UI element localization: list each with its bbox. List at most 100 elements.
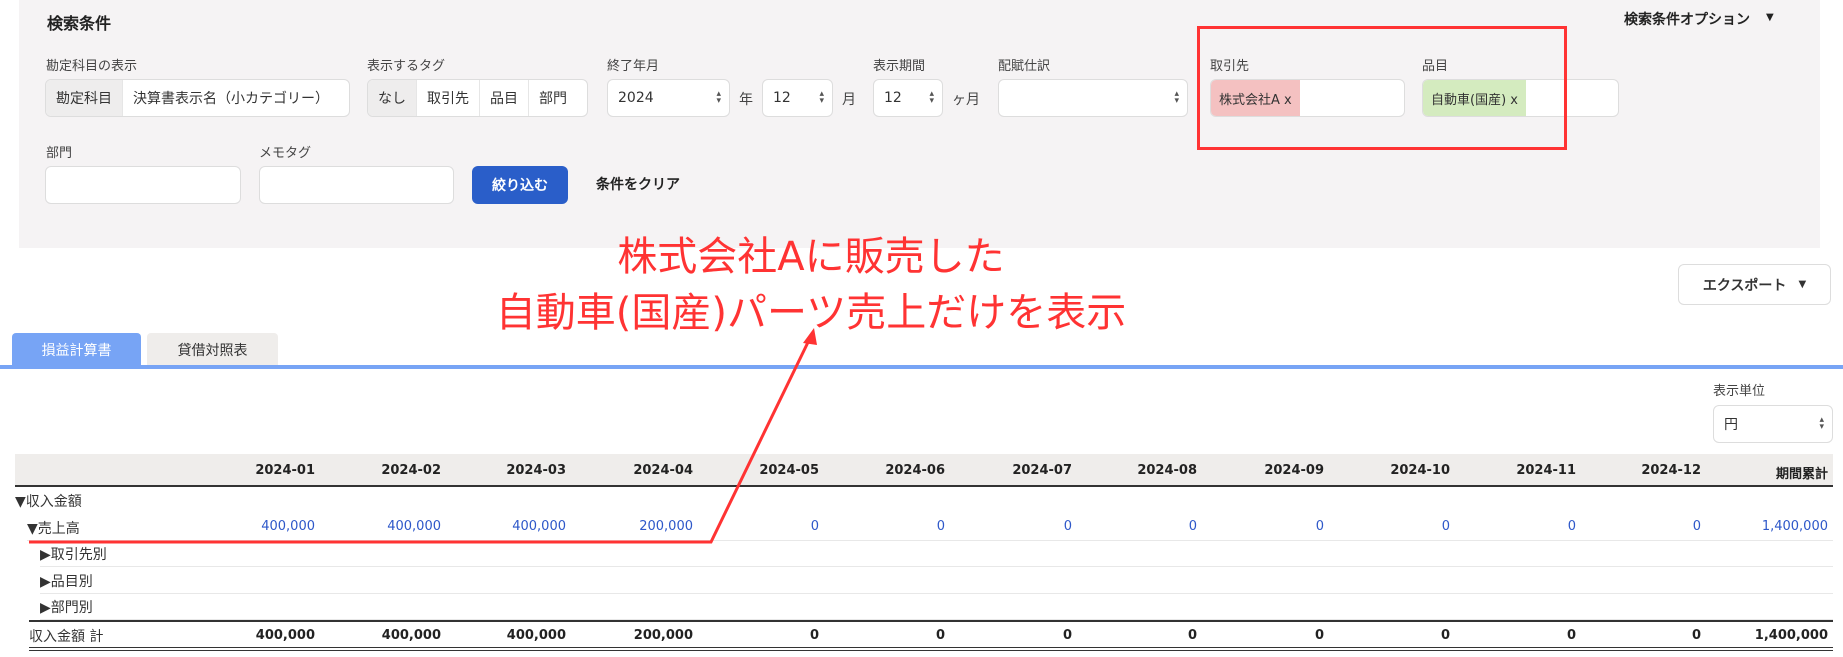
row-label[interactable]: ▼売上高 — [27, 521, 80, 537]
export-label: エクスポート — [1702, 277, 1787, 294]
clear-conditions-button[interactable]: 条件をクリア — [596, 177, 680, 193]
cell-value[interactable]: 0 — [1692, 519, 1701, 534]
table-row: ▶品目別 — [40, 567, 1833, 594]
row-label[interactable]: ▶品目別 — [40, 574, 93, 590]
column-header: 2024-06 — [885, 463, 945, 478]
item-chip[interactable]: 自動車(国産) x — [1423, 80, 1526, 116]
highlight-box — [1197, 26, 1567, 150]
apply-filter-button[interactable]: 絞り込む — [472, 166, 568, 204]
export-button[interactable]: エクスポート ▼ — [1678, 264, 1831, 305]
cell-value: 400,000 — [381, 628, 441, 643]
cell-value[interactable]: 1,400,000 — [1761, 519, 1828, 534]
table-row: ▼売上高 400,000 400,000 400,000 200,000 0 0 0 0 0 0 0 0… — [27, 514, 1833, 541]
item-input[interactable]: 自動車(国産) x — [1422, 79, 1619, 117]
row-label[interactable]: ▼収入金額 — [15, 494, 82, 510]
select-arrows-icon: ▴ ▾ — [1174, 89, 1179, 106]
cell-value[interactable]: 0 — [936, 519, 945, 534]
account-option-statement-name[interactable]: 決算書表示名（小カテゴリー） — [133, 91, 329, 107]
cell-value: 0 — [935, 628, 945, 643]
row-label[interactable]: ▶取引先別 — [40, 547, 107, 563]
cell-value[interactable]: 0 — [1567, 519, 1576, 534]
tag-option-none[interactable]: なし — [368, 80, 417, 116]
select-arrows-icon: ▴ ▾ — [929, 89, 934, 106]
department-label: 部門 — [46, 146, 73, 161]
arrow-line — [29, 333, 814, 544]
month-unit: 月 — [842, 92, 856, 108]
year-unit: 年 — [739, 92, 753, 108]
cell-value[interactable]: 0 — [810, 519, 819, 534]
cell-value[interactable]: 400,000 — [261, 519, 315, 534]
select-arrows-icon: ▴ ▾ — [819, 89, 824, 106]
account-display-toggle: 勘定科目 決算書表示名（小カテゴリー） — [45, 79, 350, 117]
allocation-select[interactable]: ▴ ▾ — [998, 79, 1188, 117]
annotation-line-2: 自動車(国産)パーツ売上だけを表示 — [495, 290, 1127, 336]
table-header: 2024-01 2024-02 2024-03 2024-04 2024-05 2024-… — [15, 454, 1833, 487]
display-unit-label: 表示単位 — [1713, 384, 1766, 399]
memo-tag-label: メモタグ — [259, 146, 312, 161]
tag-option-partner[interactable]: 取引先 — [417, 80, 480, 116]
cell-value[interactable]: 0 — [1315, 519, 1324, 534]
cell-value: 0 — [1566, 628, 1576, 643]
end-month-value: 12 — [773, 90, 791, 106]
display-unit-select[interactable]: 円 ▴ ▾ — [1713, 405, 1833, 443]
select-arrows-icon: ▴ ▾ — [716, 89, 721, 106]
search-options-toggle[interactable]: 検索条件オプション ▼ — [1624, 9, 1774, 29]
department-input[interactable] — [45, 166, 241, 204]
item-label: 品目 — [1422, 59, 1449, 74]
column-header: 2024-07 — [1012, 463, 1072, 478]
row-label[interactable]: ▶部門別 — [40, 600, 93, 616]
display-unit-value: 円 — [1724, 417, 1738, 433]
column-header: 2024-05 — [759, 463, 819, 478]
arrow-head-icon — [803, 328, 817, 345]
end-month-select[interactable]: 12 ▴ ▾ — [762, 79, 833, 117]
caret-down-icon: ▼ — [1766, 12, 1774, 23]
row-label: 収入金額 計 — [29, 629, 104, 645]
column-header: 2024-10 — [1390, 463, 1450, 478]
period-select[interactable]: 12 ▴ ▾ — [873, 79, 943, 117]
end-year-select[interactable]: 2024 ▴ ▾ — [607, 79, 730, 117]
tab-underline — [0, 365, 1843, 369]
cell-value: 0 — [809, 628, 819, 643]
tab-balance-sheet[interactable]: 貸借対照表 — [147, 333, 278, 366]
search-options-label: 検索条件オプション — [1624, 12, 1750, 28]
period-label: 表示期間 — [873, 59, 926, 74]
end-month-label: 終了年月 — [607, 59, 660, 74]
cell-value[interactable]: 200,000 — [639, 519, 693, 534]
partner-chip[interactable]: 株式会社A x — [1211, 80, 1300, 116]
table-row: ▶部門別 — [40, 593, 1833, 620]
column-header: 2024-01 — [255, 463, 315, 478]
search-title: 検索条件 — [47, 14, 112, 33]
table-row: ▶取引先別 — [40, 540, 1833, 567]
cell-value: 1,400,000 — [1754, 628, 1828, 643]
column-header: 2024-03 — [506, 463, 566, 478]
cell-value[interactable]: 400,000 — [387, 519, 441, 534]
cell-value[interactable]: 0 — [1063, 519, 1072, 534]
cell-value[interactable]: 0 — [1441, 519, 1450, 534]
allocation-label: 配賦仕訳 — [998, 59, 1051, 74]
column-header: 2024-11 — [1516, 463, 1576, 478]
column-header: 2024-09 — [1264, 463, 1324, 478]
partner-input[interactable]: 株式会社A x — [1210, 79, 1405, 117]
tag-option-item[interactable]: 品目 — [480, 80, 529, 116]
column-header: 2024-02 — [381, 463, 441, 478]
table-row: 収入金額 計 400,000 400,000 400,000 200,000 0 0 0 0 0 0… — [29, 620, 1833, 651]
tags-label: 表示するタグ — [367, 59, 446, 74]
memo-tag-input[interactable] — [259, 166, 454, 204]
cell-value: 0 — [1187, 628, 1197, 643]
cell-value[interactable]: 0 — [1188, 519, 1197, 534]
select-arrows-icon: ▴ ▾ — [1819, 415, 1824, 432]
table-row: ▼収入金額 — [15, 487, 1833, 514]
end-year-value: 2024 — [618, 90, 654, 106]
tags-toggle: なし 取引先 品目 部門 — [367, 79, 588, 117]
cell-value: 0 — [1314, 628, 1324, 643]
cell-value: 200,000 — [633, 628, 693, 643]
period-value: 12 — [884, 90, 902, 106]
account-option-account[interactable]: 勘定科目 — [46, 80, 123, 116]
tab-profit-loss[interactable]: 損益計算書 — [12, 333, 141, 366]
tag-option-department[interactable]: 部門 — [539, 91, 567, 107]
cell-value[interactable]: 400,000 — [512, 519, 566, 534]
cell-value: 400,000 — [255, 628, 315, 643]
caret-down-icon: ▼ — [1798, 279, 1807, 290]
column-header: 2024-08 — [1137, 463, 1197, 478]
